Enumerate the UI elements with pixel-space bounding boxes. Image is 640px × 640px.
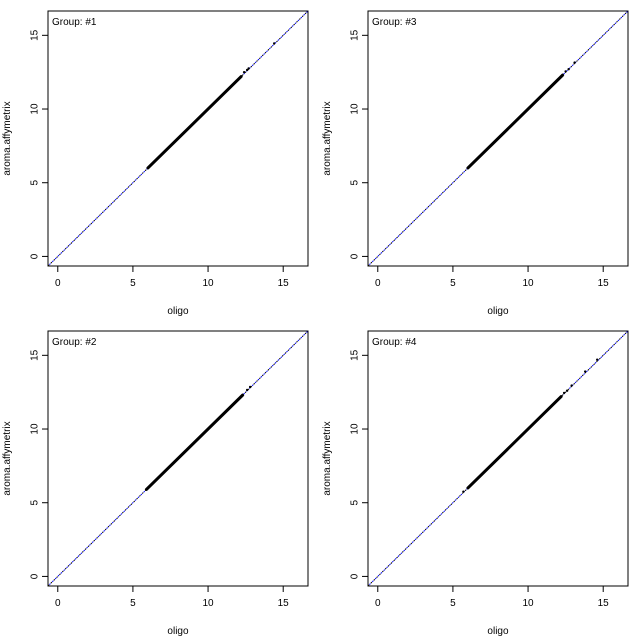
dense-point-cloud [144,393,245,491]
panel-3: 0 5 10 15 0 5 10 15 oligo aroma.affymetrix Group: … [2,330,309,637]
x-tick-label: 5 [450,598,456,609]
x-tick-label: 10 [202,598,214,609]
x-tick-label: 0 [55,278,61,289]
y-tick-label: 15 [350,349,361,361]
y-tick-label: 5 [30,500,41,506]
y-tick-label: 15 [30,29,41,41]
data-point [565,389,569,392]
panel-title: Group: #2 [52,337,97,348]
reference-line-black [367,330,629,587]
x-tick-label: 15 [278,598,290,609]
y-tick-label: 0 [350,573,361,579]
panel-title: Group: #1 [52,17,97,28]
data-point [242,70,246,74]
x-tick-label: 10 [522,598,534,609]
y-tick-label: 0 [350,253,361,259]
x-tick-label: 10 [202,278,214,289]
x-tick-label: 15 [598,278,610,289]
data-point [573,61,576,64]
dense-point-cloud [466,73,565,170]
y-axis-label: aroma.affymetrix [322,421,333,495]
data-point [462,490,465,493]
panel-1: 0 5 10 15 0 5 10 15 oligo aroma.affymetrix Group: … [2,10,309,317]
panel-4: 0 5 10 15 0 5 10 15 oligo aroma.affymetrix Group: … [322,330,629,637]
y-tick-label: 10 [30,103,41,115]
x-axis-label: oligo [487,306,509,317]
y-axis-label: aroma.affymetrix [322,101,333,175]
x-tick-label: 0 [375,598,381,609]
y-tick-label: 0 [30,573,41,579]
plot-frame [367,10,629,267]
panel-2: 0 5 10 15 0 5 10 15 oligo aroma.affymetrix Group: … [322,10,629,317]
x-tick-label: 15 [598,598,610,609]
y-tick-label: 15 [30,349,41,361]
reference-line-black [367,10,629,267]
reference-line-black [47,330,309,587]
x-tick-label: 5 [450,278,456,289]
x-tick-label: 5 [130,598,136,609]
panel-title: Group: #3 [372,17,417,28]
panel-title: Group: #4 [372,337,417,348]
y-tick-label: 10 [30,423,41,435]
y-tick-label: 10 [350,423,361,435]
data-point [562,391,566,395]
data-point [245,68,249,72]
dense-point-cloud [466,395,563,490]
data-point [564,70,567,73]
plot-frame [47,330,309,587]
y-tick-label: 5 [350,500,361,506]
x-tick-label: 5 [130,278,136,289]
y-tick-label: 0 [30,253,41,259]
y-axis-label: aroma.affymetrix [2,421,13,495]
y-tick-label: 5 [350,180,361,186]
data-point [248,385,252,389]
dense-point-cloud [146,75,243,170]
x-tick-label: 0 [375,278,381,289]
data-point [247,67,250,70]
x-axis-label: oligo [167,626,189,637]
y-tick-label: 5 [30,180,41,186]
plot-frame [367,330,629,587]
y-axis-label: aroma.affymetrix [2,101,13,175]
x-tick-label: 10 [522,278,534,289]
data-point [583,370,587,373]
data-point [570,384,573,387]
plot-frame [47,10,309,267]
data-point [272,42,276,45]
y-tick-label: 10 [350,103,361,115]
x-axis-label: oligo [487,626,509,637]
x-tick-label: 0 [55,598,61,609]
x-tick-label: 15 [278,278,290,289]
data-point [245,388,249,392]
data-point [567,68,570,71]
y-tick-label: 15 [350,29,361,41]
reference-line-black [47,10,309,267]
x-axis-label: oligo [167,306,189,317]
data-point [595,358,599,361]
